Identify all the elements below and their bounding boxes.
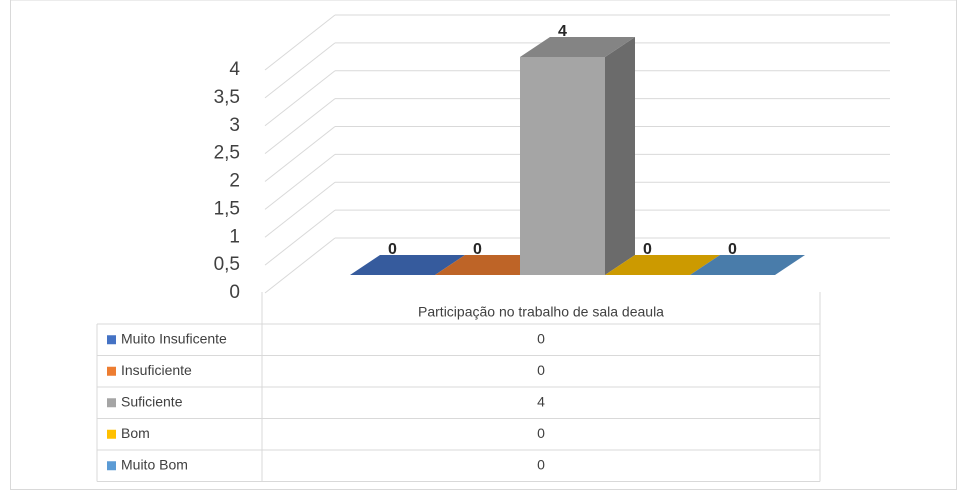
chart-border (10, 0, 957, 490)
table-value: 0 (537, 425, 545, 441)
grid-line (264, 14, 336, 71)
y-tick-label: 0,5 (214, 254, 240, 275)
table-value: 4 (537, 393, 545, 409)
legend-label: Muito Insuficente (121, 330, 227, 346)
table-value: 0 (537, 456, 545, 472)
legend-key (107, 429, 116, 439)
legend-label: Bom (121, 425, 150, 441)
bar (690, 255, 805, 275)
category-label: Participação no trabalho de sala deaula (418, 304, 664, 320)
bar-top (605, 255, 720, 275)
legend-label: Insuficiente (121, 362, 192, 378)
bar-top (350, 255, 465, 275)
legend-label: Suficiente (121, 393, 183, 409)
grid-line (264, 209, 336, 266)
y-tick-label: 3,5 (214, 87, 240, 108)
bar (520, 37, 635, 275)
legend-key (107, 335, 116, 345)
table-value: 0 (537, 362, 545, 378)
data-label: 4 (558, 23, 567, 40)
y-tick-label: 2 (229, 171, 240, 192)
data-label: 0 (728, 241, 737, 258)
data-label: 0 (388, 241, 397, 258)
bar-side (605, 37, 635, 275)
grid-line (264, 126, 336, 182)
y-tick-label: 4 (229, 59, 240, 80)
data-label: 0 (473, 241, 482, 258)
grid-line (264, 42, 336, 99)
y-tick-label: 3 (229, 115, 240, 136)
y-tick-label: 2,5 (214, 143, 240, 164)
y-tick-label: 1,5 (214, 198, 240, 219)
legend-key (107, 461, 116, 471)
bar-top (520, 37, 635, 57)
data-label: 0 (643, 241, 652, 258)
y-tick-label: 1 (229, 226, 240, 247)
y-tick-label: 0 (229, 282, 240, 303)
bar (350, 255, 465, 275)
grid-line (264, 181, 336, 238)
bar-top (690, 255, 805, 275)
grid-line (264, 98, 336, 155)
bar-front (520, 57, 605, 275)
grid-line (264, 153, 336, 210)
grid-line (264, 70, 336, 127)
legend-key (107, 366, 116, 376)
legend-label: Muito Bom (121, 456, 188, 472)
legend-key (107, 398, 116, 408)
grid-line (264, 237, 336, 294)
bar (605, 255, 720, 275)
table-value: 0 (537, 330, 545, 346)
